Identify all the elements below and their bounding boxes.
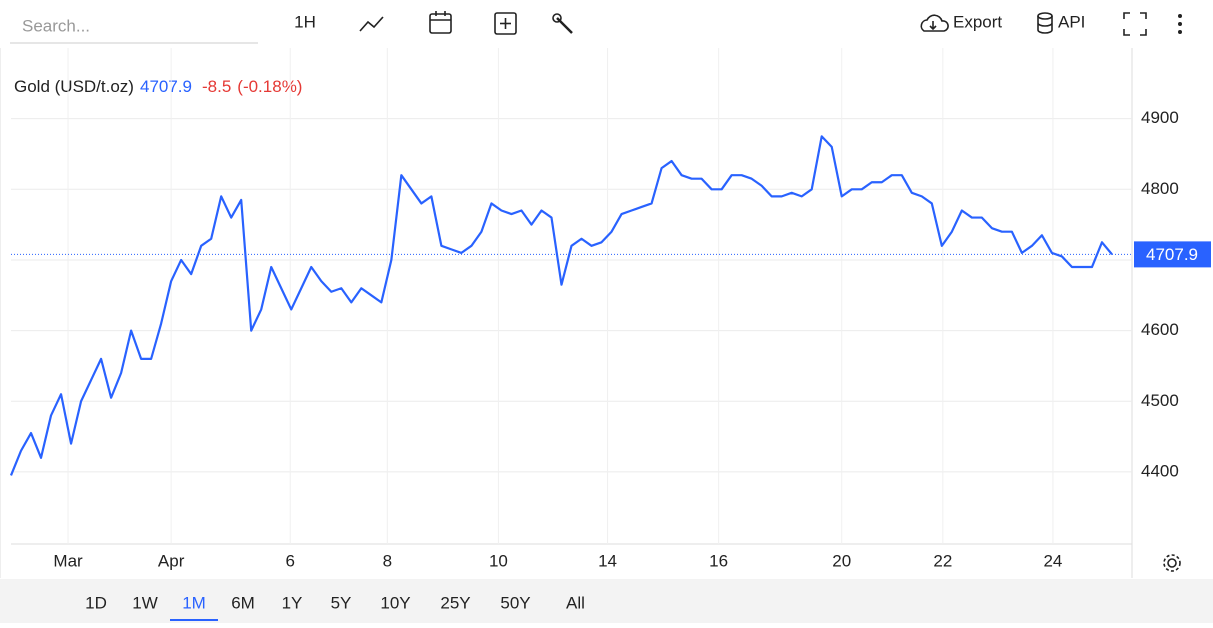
price-line — [9, 135, 1113, 476]
range-button[interactable]: 50Y — [500, 593, 530, 612]
range-button[interactable]: 6M — [231, 593, 255, 612]
search-box[interactable]: Search... — [22, 16, 90, 35]
x-tick-label: 10 — [489, 551, 508, 570]
range-button[interactable]: 1Y — [282, 593, 303, 612]
export-button[interactable]: Export — [953, 12, 1002, 31]
x-tick-label: Apr — [158, 551, 185, 570]
y-tick-label: 4600 — [1141, 320, 1179, 339]
range-button[interactable]: All — [566, 593, 585, 612]
range-bar — [0, 579, 1213, 623]
x-tick-label: 22 — [933, 551, 952, 570]
chart-type-icon[interactable] — [359, 16, 384, 32]
y-tick-label: 4800 — [1141, 179, 1179, 198]
range-button[interactable]: 5Y — [331, 593, 352, 612]
y-tick-label: 4400 — [1141, 461, 1179, 480]
range-button[interactable]: 1D — [85, 593, 107, 612]
x-tick-label: 6 — [286, 551, 295, 570]
axis-settings-icon[interactable] — [1163, 554, 1181, 572]
y-tick-label: 4900 — [1141, 108, 1179, 127]
range-button[interactable]: 25Y — [440, 593, 470, 612]
interval-button[interactable]: 1H — [294, 12, 316, 31]
x-tick-label: 24 — [1043, 551, 1062, 570]
last-price-badge — [1134, 241, 1211, 268]
menu-icon[interactable] — [1178, 14, 1182, 34]
settings-tool-icon[interactable] — [552, 13, 573, 34]
range-button[interactable]: 1M — [182, 593, 206, 612]
x-tick-label: 8 — [383, 551, 392, 570]
x-tick-label: Mar — [53, 551, 83, 570]
api-button[interactable]: API — [1058, 12, 1085, 31]
export-icon[interactable] — [920, 14, 949, 32]
y-tick-label: 4500 — [1141, 391, 1179, 410]
range-button[interactable]: 1W — [132, 593, 158, 612]
api-icon[interactable] — [1037, 12, 1053, 34]
fullscreen-icon[interactable] — [1123, 12, 1147, 36]
compare-icon[interactable] — [494, 12, 517, 35]
range-button[interactable]: 10Y — [380, 593, 410, 612]
x-tick-label: 16 — [709, 551, 728, 570]
calendar-icon[interactable] — [429, 11, 452, 34]
x-tick-label: 14 — [598, 551, 617, 570]
last-price-label: 4707.9 — [1146, 245, 1198, 264]
chart-title: Gold (USD/t.oz) 4707.9 -8.5 (-0.18%) — [14, 77, 302, 96]
x-tick-label: 20 — [832, 551, 851, 570]
